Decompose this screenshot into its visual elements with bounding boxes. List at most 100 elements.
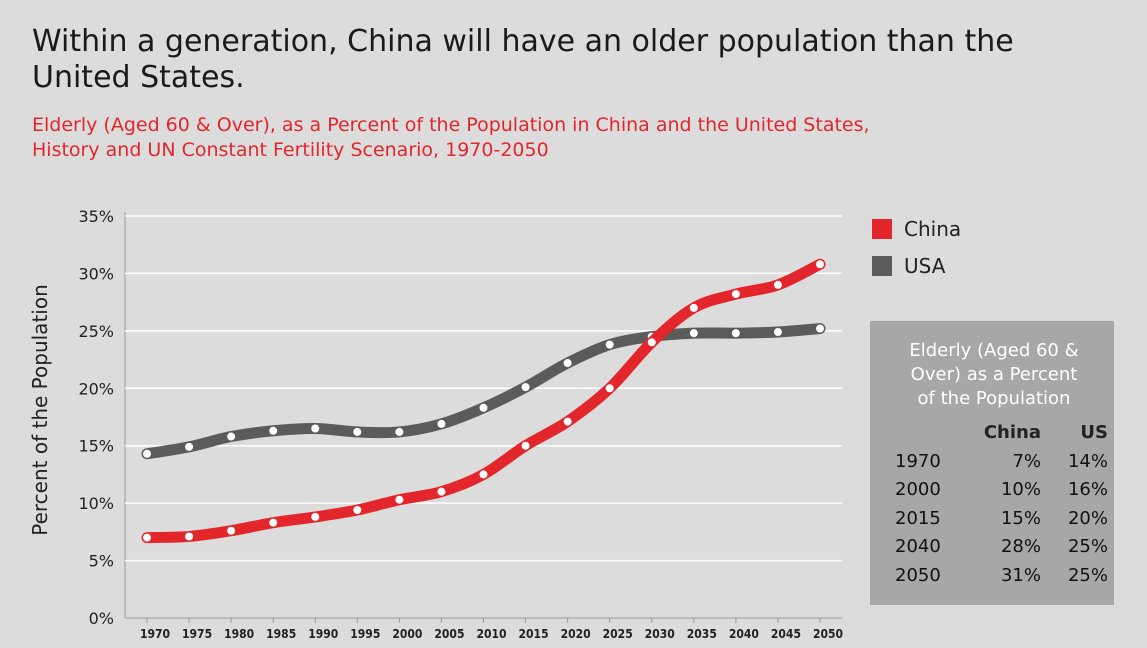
table-row: 2050 31% 25% bbox=[870, 562, 1114, 591]
y-tick-label: 10% bbox=[78, 494, 114, 513]
chart-subtitle: Elderly (Aged 60 & Over), as a Percent o… bbox=[32, 113, 1032, 163]
x-tick-label: 2050 bbox=[813, 627, 843, 641]
data-point-usa bbox=[521, 383, 530, 392]
summary-title-line-3: of the Population bbox=[917, 388, 1071, 409]
data-point-china bbox=[816, 260, 824, 269]
header-year bbox=[870, 419, 971, 448]
summary-title-line-2: Over) as a Percent bbox=[910, 364, 1078, 385]
x-tick-label: 1970 bbox=[140, 627, 170, 641]
data-point-usa bbox=[479, 403, 488, 412]
subtitle-line-2: History and UN Constant Fertility Scenar… bbox=[32, 139, 549, 161]
summary-table-header: China US bbox=[870, 419, 1114, 448]
x-tick-label: 2010 bbox=[476, 627, 506, 641]
summary-table-title: Elderly (Aged 60 & Over) as a Percent of… bbox=[878, 321, 1110, 411]
x-tick-label: 2005 bbox=[434, 627, 464, 641]
x-tick-label: 2020 bbox=[561, 627, 591, 641]
y-tick-label: 0% bbox=[89, 609, 114, 628]
legend-swatch-china bbox=[872, 218, 892, 239]
chart-title: Within a generation, China will have an … bbox=[32, 24, 1014, 95]
data-point-china bbox=[689, 303, 698, 312]
data-point-china bbox=[563, 417, 572, 426]
data-point-china bbox=[605, 384, 614, 393]
legend-label-usa: USA bbox=[904, 253, 946, 278]
data-point-china bbox=[773, 280, 782, 289]
header-china: China bbox=[983, 422, 1041, 443]
data-point-usa bbox=[816, 324, 824, 333]
data-point-china bbox=[437, 487, 446, 496]
header-us: US bbox=[1080, 422, 1108, 443]
data-point-china bbox=[269, 518, 278, 527]
data-point-china bbox=[311, 512, 320, 521]
x-tick-label: 1995 bbox=[350, 627, 380, 641]
x-tick-label: 1985 bbox=[266, 627, 296, 641]
table-row: 2015 15% 20% bbox=[870, 505, 1114, 534]
row-year: 2000 bbox=[895, 479, 941, 500]
table-row: 2000 10% 16% bbox=[870, 476, 1114, 505]
data-point-usa bbox=[311, 424, 320, 433]
data-point-china bbox=[731, 290, 740, 299]
data-point-china bbox=[479, 470, 488, 479]
x-tick-label: 1980 bbox=[224, 627, 254, 641]
y-tick-label: 15% bbox=[78, 437, 114, 456]
data-point-usa bbox=[689, 329, 698, 338]
subtitle-line-1: Elderly (Aged 60 & Over), as a Percent o… bbox=[32, 114, 870, 136]
x-tick-label: 2035 bbox=[687, 627, 717, 641]
x-tick-label: 2000 bbox=[392, 627, 422, 641]
data-point-china bbox=[143, 533, 151, 542]
x-tick-label: 2040 bbox=[729, 627, 759, 641]
row-us: 16% bbox=[1067, 479, 1108, 500]
row-year: 2040 bbox=[895, 536, 941, 557]
x-tick-label: 2045 bbox=[771, 627, 801, 641]
x-tick-label: 2030 bbox=[645, 627, 675, 641]
row-china: 31% bbox=[1000, 564, 1041, 586]
data-point-usa bbox=[269, 426, 278, 435]
x-tick-label: 2025 bbox=[603, 627, 633, 641]
legend-item-usa: USA bbox=[872, 247, 961, 284]
data-point-china bbox=[227, 526, 236, 535]
data-point-usa bbox=[227, 432, 236, 441]
data-point-usa bbox=[353, 427, 362, 436]
row-year: 2015 bbox=[895, 507, 941, 529]
data-point-usa bbox=[605, 340, 614, 349]
row-us: 14% bbox=[1067, 450, 1108, 472]
row-year: 2050 bbox=[895, 564, 941, 586]
y-tick-label: 35% bbox=[78, 207, 114, 226]
y-tick-labels: 0% 5% 10% 15% 20% 25% 30% 35% bbox=[78, 207, 114, 628]
y-tick-label: 25% bbox=[78, 322, 114, 341]
x-tick-label: 2015 bbox=[519, 627, 549, 641]
data-point-china bbox=[185, 532, 194, 541]
series-line-china bbox=[141, 258, 826, 544]
summary-table: Elderly (Aged 60 & Over) as a Percent of… bbox=[870, 321, 1114, 605]
legend-label-china: China bbox=[904, 216, 962, 241]
legend: China USA bbox=[872, 210, 961, 284]
series-lines bbox=[141, 258, 826, 544]
row-us: 20% bbox=[1067, 507, 1108, 529]
data-point-usa bbox=[563, 359, 572, 368]
data-point-usa bbox=[731, 329, 740, 338]
data-point-china bbox=[521, 441, 530, 450]
table-row: 1970 7% 14% bbox=[870, 448, 1114, 477]
row-us: 25% bbox=[1067, 564, 1108, 586]
row-china: 10% bbox=[1000, 479, 1041, 500]
data-point-usa bbox=[437, 419, 446, 428]
x-tick-label: 1975 bbox=[182, 627, 212, 641]
row-us: 25% bbox=[1067, 536, 1108, 557]
data-point-china bbox=[395, 495, 404, 504]
row-year: 1970 bbox=[895, 450, 941, 472]
y-tick-label: 30% bbox=[78, 264, 114, 283]
row-china: 7% bbox=[1012, 450, 1041, 472]
grid-lines bbox=[124, 212, 842, 623]
table-row: 2040 28% 25% bbox=[870, 533, 1114, 562]
y-axis-label: Percent of the Population bbox=[28, 284, 52, 536]
y-tick-label: 5% bbox=[89, 552, 114, 571]
summary-title-line-1: Elderly (Aged 60 & bbox=[909, 340, 1079, 361]
legend-swatch-usa bbox=[872, 255, 892, 276]
data-point-usa bbox=[185, 442, 194, 451]
data-point-usa bbox=[773, 328, 782, 337]
legend-item-china: China bbox=[872, 210, 961, 247]
data-point-china bbox=[353, 506, 362, 515]
row-china: 28% bbox=[1000, 536, 1041, 557]
x-tick-label: 1990 bbox=[308, 627, 338, 641]
data-point-usa bbox=[395, 427, 404, 436]
